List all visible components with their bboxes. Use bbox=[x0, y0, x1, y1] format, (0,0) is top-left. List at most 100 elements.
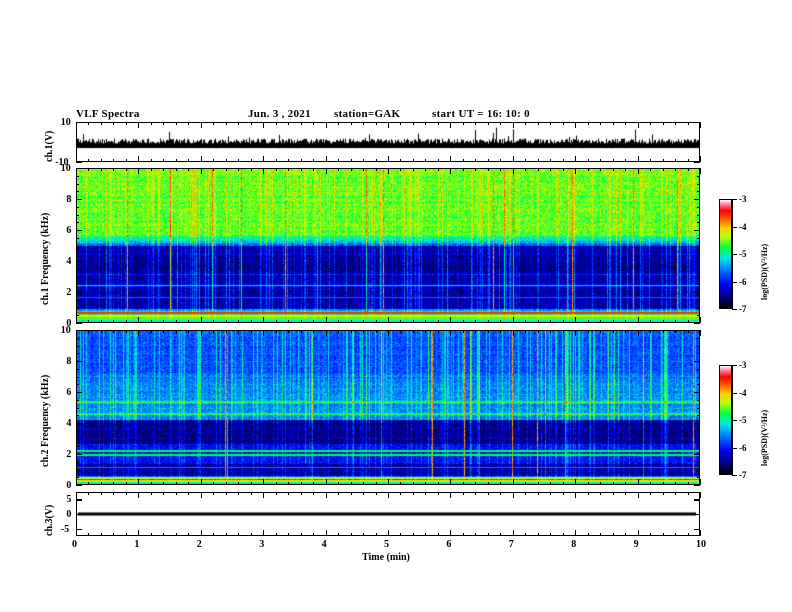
x-tick bbox=[525, 122, 527, 125]
x-tick-label: 1 bbox=[134, 539, 140, 550]
y-tick-major bbox=[76, 423, 82, 425]
x-tick bbox=[100, 330, 102, 333]
x-tick bbox=[325, 330, 327, 336]
y-tick-major bbox=[76, 261, 82, 263]
x-tick bbox=[550, 159, 552, 162]
x-tick bbox=[475, 533, 477, 536]
x-tick bbox=[437, 482, 439, 485]
x-tick bbox=[238, 159, 240, 162]
x-tick bbox=[400, 330, 402, 333]
x-tick bbox=[412, 320, 414, 323]
y-tick-major bbox=[76, 454, 82, 456]
x-tick bbox=[113, 533, 115, 536]
y-tick bbox=[697, 183, 700, 185]
x-tick bbox=[250, 482, 252, 485]
header-title: VLF Spectra bbox=[76, 108, 140, 120]
x-tick bbox=[188, 168, 190, 171]
x-tick bbox=[388, 122, 389, 128]
x-tick bbox=[338, 482, 340, 485]
x-tick bbox=[575, 156, 577, 162]
x-tick bbox=[125, 533, 127, 536]
x-tick bbox=[512, 168, 514, 174]
x-tick bbox=[338, 159, 340, 162]
x-tick bbox=[388, 330, 389, 336]
x-tick bbox=[175, 492, 177, 495]
x-tick bbox=[612, 482, 614, 485]
x-tick bbox=[313, 492, 315, 495]
colorbar-tick bbox=[732, 365, 737, 367]
x-tick bbox=[662, 492, 664, 495]
x-tick bbox=[637, 317, 639, 323]
x-tick bbox=[500, 168, 502, 171]
x-tick bbox=[363, 330, 365, 333]
x-tick bbox=[150, 492, 152, 495]
x-tick bbox=[313, 122, 315, 125]
x-tick bbox=[625, 122, 627, 125]
y-tick-major bbox=[694, 323, 700, 325]
x-tick bbox=[200, 168, 202, 174]
x-tick bbox=[313, 533, 315, 536]
x-tick bbox=[76, 168, 77, 174]
y-tick-major bbox=[694, 514, 700, 516]
x-tick bbox=[700, 479, 701, 485]
x-tick bbox=[562, 330, 564, 333]
x-tick bbox=[275, 533, 277, 536]
x-tick bbox=[325, 479, 327, 485]
x-tick bbox=[500, 492, 502, 495]
x-tick bbox=[225, 482, 227, 485]
y-tick-label: 4 bbox=[66, 418, 72, 429]
x-tick bbox=[288, 320, 290, 323]
x-tick bbox=[300, 159, 302, 162]
y-tick bbox=[76, 461, 79, 463]
x-tick bbox=[288, 482, 290, 485]
x-tick bbox=[388, 317, 389, 323]
x-tick bbox=[175, 168, 177, 171]
x-tick bbox=[525, 482, 527, 485]
x-tick bbox=[500, 533, 502, 536]
y-tick bbox=[697, 276, 700, 278]
x-tick bbox=[675, 492, 677, 495]
x-tick bbox=[113, 330, 115, 333]
x-tick bbox=[487, 159, 489, 162]
x-tick bbox=[375, 482, 377, 485]
x-tick bbox=[288, 168, 290, 171]
y-tick bbox=[76, 191, 79, 193]
x-tick bbox=[537, 159, 539, 162]
x-tick bbox=[275, 122, 277, 125]
x-tick bbox=[76, 492, 77, 498]
y-tick bbox=[697, 222, 700, 224]
y-tick bbox=[76, 345, 79, 347]
x-tick bbox=[325, 492, 327, 498]
x-tick bbox=[462, 492, 464, 495]
x-tick bbox=[575, 122, 577, 128]
x-tick bbox=[687, 482, 689, 485]
x-tick bbox=[76, 330, 77, 336]
ch1-spectrogram-image bbox=[77, 169, 699, 322]
y-tick-major bbox=[694, 162, 700, 164]
y-tick-label: 5 bbox=[66, 494, 72, 506]
x-tick-label: 8 bbox=[571, 539, 577, 550]
x-tick bbox=[250, 168, 252, 171]
x-tick bbox=[425, 492, 427, 495]
y-tick bbox=[76, 384, 79, 386]
colorbar-tick-label: -6 bbox=[739, 276, 747, 287]
x-tick bbox=[263, 317, 265, 323]
y-tick bbox=[76, 469, 79, 471]
y-tick bbox=[697, 206, 700, 208]
x-tick bbox=[612, 492, 614, 495]
x-tick bbox=[687, 533, 689, 536]
x-tick bbox=[225, 533, 227, 536]
y-tick bbox=[697, 415, 700, 417]
y-tick bbox=[697, 353, 700, 355]
x-tick bbox=[250, 320, 252, 323]
y-tick bbox=[697, 245, 700, 247]
ch3-waveform-trace bbox=[77, 493, 699, 535]
x-tick bbox=[425, 168, 427, 171]
x-tick bbox=[500, 320, 502, 323]
y-tick-major bbox=[694, 499, 700, 501]
x-tick bbox=[525, 330, 527, 333]
x-tick bbox=[300, 320, 302, 323]
x-tick bbox=[313, 159, 315, 162]
y-tick bbox=[697, 253, 700, 255]
x-tick bbox=[662, 168, 664, 171]
